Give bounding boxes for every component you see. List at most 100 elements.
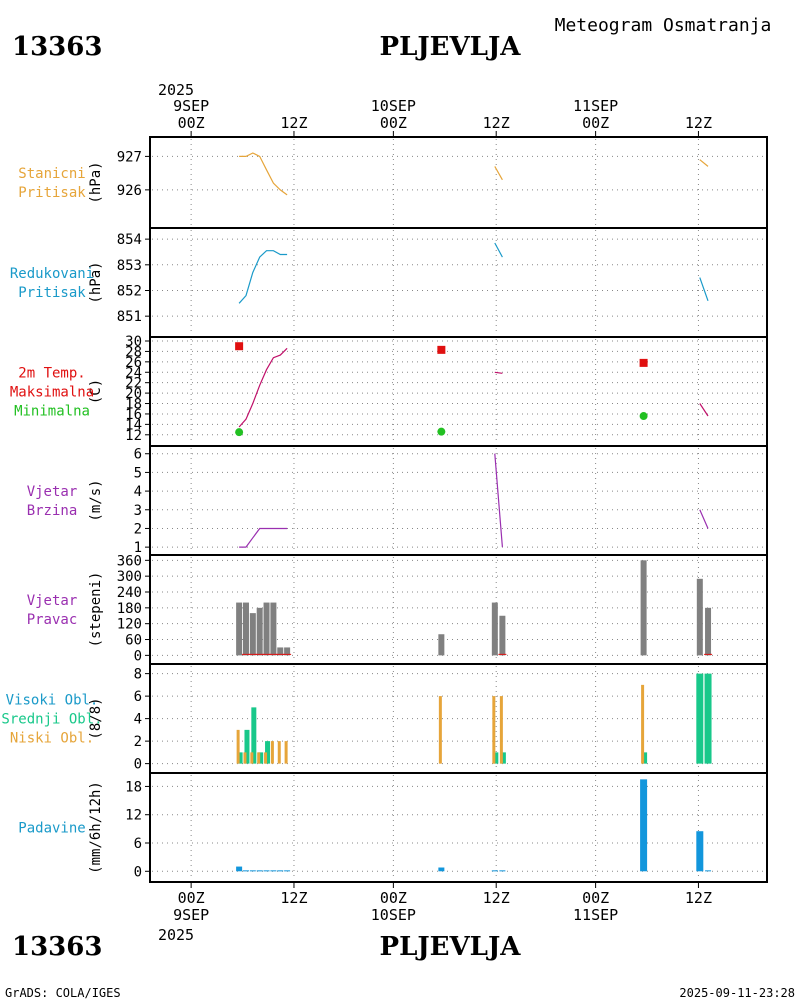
cloud-bar: [237, 752, 243, 764]
y-tick-label: 24: [125, 365, 142, 381]
y-axis-label: (8/8): [88, 697, 104, 739]
y-axis-label: (C): [88, 379, 104, 404]
bottom-time-tick-label: 12Z: [280, 889, 307, 907]
chart-title: Meteogram Osmatranja: [555, 15, 772, 36]
y-tick-label: 4: [134, 712, 142, 728]
bottom-date-label: 11SEP: [573, 906, 618, 924]
data-bar: [236, 866, 243, 872]
cloud-bar: [641, 684, 645, 764]
bottom-time-tick-label: 12Z: [483, 889, 510, 907]
data-bar: [249, 613, 256, 656]
panel-frame: [149, 554, 768, 665]
data-bar: [284, 870, 291, 872]
panel-frame: [149, 445, 768, 556]
y-tick-label: 14: [125, 417, 142, 433]
series-line: [238, 250, 288, 304]
panel-label: Padavine: [18, 821, 85, 837]
station-name-bottom: PLJEVLJA: [380, 932, 522, 962]
cloud-bar: [236, 729, 240, 764]
y-axis-label: (m/s): [88, 479, 104, 521]
data-bar: [270, 870, 277, 872]
y-tick-label: 60: [125, 633, 142, 649]
cloud-bar: [704, 673, 712, 764]
data-bar: [277, 870, 284, 872]
max-temp-marker: [437, 345, 446, 354]
cloud-bar: [493, 752, 499, 764]
y-axis-label: (hPa): [88, 161, 104, 203]
data-bar: [705, 607, 712, 656]
cloud-bar: [492, 696, 496, 764]
series-line: [239, 152, 288, 196]
panel-label: Redukovani: [10, 266, 94, 282]
y-tick-label: 12: [125, 428, 142, 444]
y-tick-label: 4: [134, 484, 142, 500]
top-year-label: 2025: [158, 81, 194, 99]
y-tick-label: 180: [117, 601, 142, 617]
panel-label: 2m Temp.: [18, 366, 85, 382]
cloud-bar: [277, 741, 281, 764]
top-date-label: 10SEP: [371, 97, 416, 115]
station-name-top: PLJEVLJA: [380, 32, 522, 62]
data-bar: [696, 831, 704, 872]
top-time-tick-label: 12Z: [483, 114, 510, 132]
data-bar: [499, 615, 506, 656]
series-line: [699, 159, 709, 167]
station-id-top: 13363: [12, 32, 102, 62]
top-time-tick-label: 00Z: [582, 114, 609, 132]
cloud-bar: [284, 741, 288, 764]
panel-frame: [149, 136, 768, 229]
data-bar: [438, 867, 445, 872]
series-line: [238, 347, 288, 428]
y-tick-label: 854: [117, 232, 142, 248]
top-time-tick-label: 12Z: [280, 114, 307, 132]
series-line: [494, 242, 503, 258]
cloud-bar: [244, 729, 250, 764]
cloud-bar: [243, 752, 247, 764]
y-tick-label: 360: [117, 553, 142, 569]
panel-clouds: 0 2 4 6 8 (8/8)Visoki Obl. Srednji Obl. Niski O…: [1, 663, 768, 774]
data-bar: [277, 647, 284, 656]
cloud-bar: [696, 673, 704, 764]
panel-pressure: 926 927 (hPa)Stanicni Pritisak: [18, 136, 768, 229]
bottom-time-tick-label: 00Z: [178, 889, 205, 907]
panel-label: Srednji Obl.: [1, 712, 102, 728]
footer-timestamp: 2025-09-11-23:28: [679, 986, 795, 1000]
y-tick-label: 20: [125, 386, 142, 402]
data-bar: [491, 602, 498, 656]
top-time-tick-label: 12Z: [685, 114, 712, 132]
data-bar: [640, 779, 648, 872]
panel-precipitation: 0 6 12 18 (mm/6h/12h)Padavine: [18, 772, 768, 883]
panel-wind_speed: 1 2 3 4 5 6 (m/s) Vjetar Brzina: [27, 445, 768, 556]
station-id-bottom: 13363: [12, 932, 102, 962]
y-tick-label: 852: [117, 283, 142, 299]
panel-label: Pravac: [27, 612, 78, 628]
series-line: [494, 371, 503, 374]
panel-frame: [149, 227, 768, 338]
y-axis-label: (mm/6h/12h): [88, 781, 104, 874]
data-bar: [249, 870, 256, 872]
y-tick-label: 6: [134, 447, 142, 463]
y-tick-label: 3: [134, 503, 142, 519]
y-tick-label: 240: [117, 585, 142, 601]
panel-label: Vjetar: [27, 484, 78, 500]
cloud-bar: [250, 752, 254, 764]
series-line: [494, 166, 503, 181]
y-tick-label: 2: [134, 521, 142, 537]
series-line: [699, 277, 709, 301]
y-tick-label: 6: [134, 836, 142, 852]
bottom-year-label: 2025: [158, 926, 194, 944]
y-tick-label: 6: [134, 689, 142, 705]
panel-label: Pritisak: [18, 285, 86, 301]
top-time-tick-label: 00Z: [380, 114, 407, 132]
top-date-label: 9SEP: [173, 97, 209, 115]
data-bar: [263, 870, 270, 872]
y-tick-label: 0: [134, 757, 142, 773]
panel-label: Visoki Obl.: [6, 693, 99, 709]
data-bar: [256, 607, 263, 656]
cloud-bar: [264, 752, 268, 764]
y-tick-label: 8: [134, 667, 142, 683]
cloud-bar: [265, 741, 271, 764]
data-bar: [640, 560, 647, 656]
y-tick-label: 927: [117, 149, 142, 165]
y-tick-label: 12: [125, 808, 142, 824]
